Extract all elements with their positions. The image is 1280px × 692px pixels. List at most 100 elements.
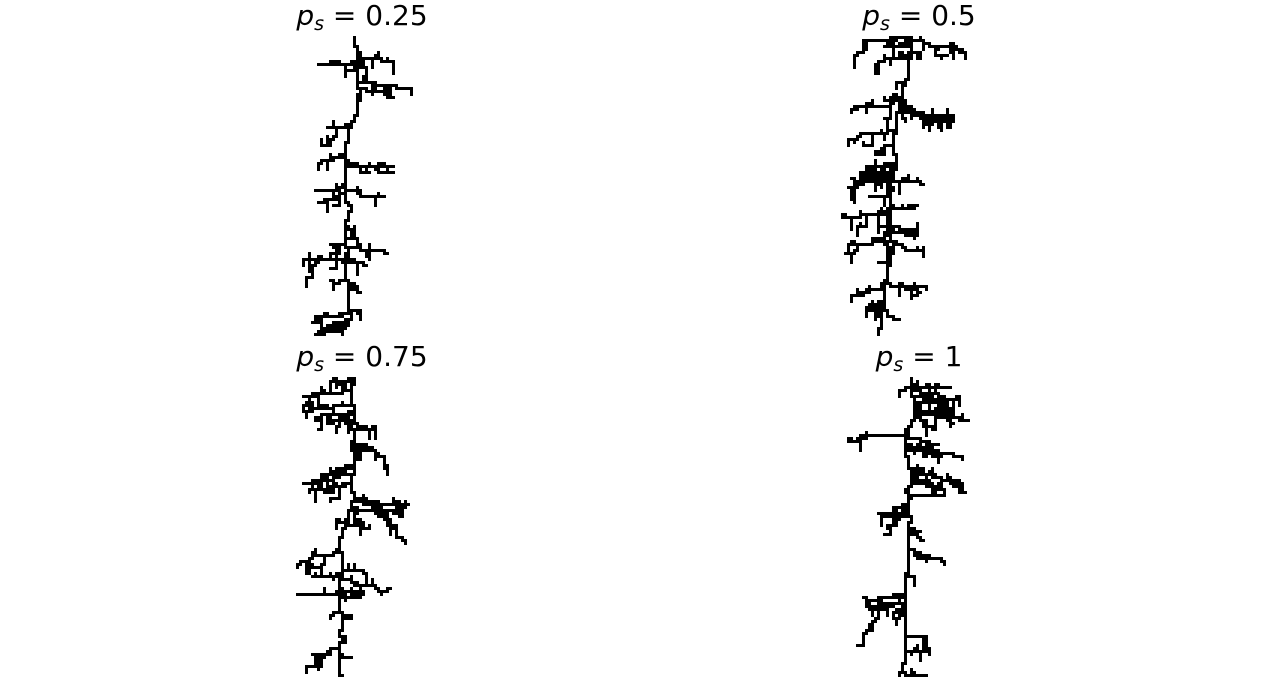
cluster-cell <box>359 57 362 60</box>
cluster-cell <box>925 560 928 563</box>
cluster-cell <box>356 590 359 593</box>
cluster-cell <box>928 425 931 428</box>
cluster-cell <box>925 395 928 398</box>
cluster-cell <box>404 539 407 542</box>
cluster-cell <box>904 506 907 509</box>
cluster-cell <box>874 132 877 135</box>
cluster-cell <box>886 246 889 249</box>
cluster-cell <box>341 653 344 656</box>
cluster-cell <box>853 240 856 243</box>
cluster-cell <box>874 153 877 156</box>
cluster-cell <box>949 476 952 479</box>
cluster-cell <box>332 192 335 195</box>
cluster-cell <box>335 327 338 330</box>
cluster-cell <box>901 90 904 93</box>
cluster-cell <box>365 66 368 69</box>
cluster-cell <box>904 389 907 392</box>
cluster-cell <box>865 434 868 437</box>
cluster-cell <box>305 401 308 404</box>
cluster-cell <box>329 575 332 578</box>
cluster-cell <box>943 407 946 410</box>
cluster-cell <box>326 312 329 315</box>
cluster-cell <box>350 440 353 443</box>
cluster-cell <box>898 506 901 509</box>
cluster-cell <box>386 512 389 515</box>
cluster-cell <box>889 240 892 243</box>
cluster-cell <box>964 57 967 60</box>
cluster-cell <box>311 407 314 410</box>
cluster-cell <box>907 36 910 39</box>
cluster-cell <box>353 590 356 593</box>
cluster-cell <box>868 102 871 105</box>
cluster-cell <box>407 87 410 90</box>
cluster-cell <box>922 554 925 557</box>
cluster-cell <box>889 183 892 186</box>
cluster-cell <box>934 488 937 491</box>
cluster-cell <box>338 198 341 201</box>
cluster-cell <box>311 485 314 488</box>
cluster-cell <box>895 434 898 437</box>
cluster-cell <box>874 105 877 108</box>
cluster-cell <box>898 189 901 192</box>
cluster-cell <box>338 668 341 671</box>
cluster-cell <box>311 575 314 578</box>
cluster-cell <box>943 404 946 407</box>
cluster-cell <box>323 488 326 491</box>
cluster-cell <box>323 327 326 330</box>
cluster-cell <box>329 330 332 333</box>
cluster-cell <box>913 416 916 419</box>
cluster-cell <box>347 419 350 422</box>
cluster-cell <box>326 207 329 210</box>
cluster-cell <box>865 168 868 171</box>
cluster-cell <box>356 99 359 102</box>
cluster-cell <box>317 479 320 482</box>
title-value: 1 <box>944 340 963 373</box>
cluster-cell <box>955 395 958 398</box>
cluster-cell <box>371 506 374 509</box>
cluster-cell <box>889 57 892 60</box>
cluster-cell <box>919 551 922 554</box>
cluster-cell <box>305 665 308 668</box>
cluster-cell <box>895 132 898 135</box>
cluster-cell <box>856 243 859 246</box>
cluster-cell <box>850 228 853 231</box>
cluster-cell <box>326 479 329 482</box>
cluster-cell <box>335 419 338 422</box>
cluster-cell <box>934 407 937 410</box>
cluster-cell <box>332 120 335 123</box>
cluster-cell <box>943 488 946 491</box>
cluster-cell <box>871 99 874 102</box>
cluster-cell <box>359 518 362 521</box>
cluster-cell <box>368 437 371 440</box>
cluster-cell <box>356 96 359 99</box>
cluster-cell <box>335 321 338 324</box>
cluster-cell <box>940 455 943 458</box>
cluster-cell <box>359 569 362 572</box>
cluster-cell <box>374 57 377 60</box>
cluster-cell <box>940 413 943 416</box>
cluster-cell <box>317 201 320 204</box>
cluster-cell <box>365 249 368 252</box>
cluster-cell <box>359 81 362 84</box>
cluster-cell <box>886 183 889 186</box>
cluster-cell <box>353 258 356 261</box>
cluster-cell <box>317 428 320 431</box>
cluster-cell <box>323 653 326 656</box>
cluster-cell <box>871 171 874 174</box>
cluster-cell <box>350 590 353 593</box>
cluster-cell <box>317 330 320 333</box>
cluster-cell <box>910 291 913 294</box>
cluster-cell <box>317 168 320 171</box>
cluster-cell <box>916 285 919 288</box>
cluster-cell <box>856 437 859 440</box>
cluster-cell <box>946 108 949 111</box>
cluster-cell <box>928 410 931 413</box>
cluster-cell <box>350 246 353 249</box>
cluster-cell <box>949 120 952 123</box>
cluster-cell <box>871 605 874 608</box>
cluster-cell <box>886 608 889 611</box>
cluster-cell <box>919 470 922 473</box>
cluster-cell <box>374 428 377 431</box>
cluster-cell <box>898 186 901 189</box>
cluster-cell <box>347 410 350 413</box>
